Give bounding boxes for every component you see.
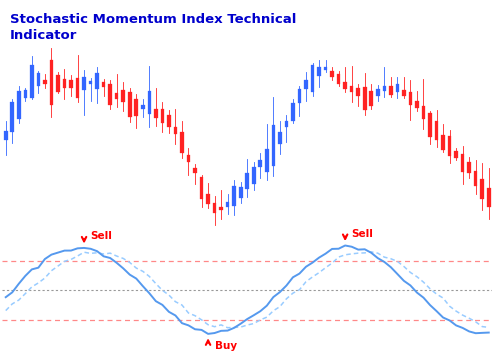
Bar: [115, 93, 118, 99]
Bar: [330, 71, 334, 77]
Bar: [284, 121, 288, 127]
Bar: [89, 81, 92, 84]
Bar: [121, 90, 125, 102]
Bar: [246, 173, 249, 189]
Bar: [102, 82, 106, 87]
Bar: [272, 125, 275, 166]
Bar: [480, 179, 484, 199]
Bar: [108, 84, 112, 105]
Bar: [232, 186, 236, 206]
Bar: [395, 84, 399, 92]
Bar: [128, 92, 132, 117]
Bar: [161, 109, 164, 123]
Bar: [10, 102, 14, 132]
Bar: [226, 202, 229, 207]
Bar: [69, 80, 73, 88]
Bar: [311, 66, 315, 92]
Bar: [76, 78, 79, 98]
Bar: [298, 90, 301, 103]
Bar: [180, 132, 184, 153]
Bar: [441, 135, 445, 150]
Bar: [187, 155, 190, 162]
Bar: [415, 101, 419, 108]
Bar: [356, 88, 360, 96]
Bar: [200, 177, 203, 199]
Bar: [278, 132, 282, 144]
Bar: [17, 91, 21, 119]
Bar: [265, 149, 269, 172]
Bar: [402, 90, 406, 96]
Bar: [239, 187, 243, 198]
Bar: [324, 67, 327, 70]
Bar: [213, 203, 216, 213]
Bar: [304, 80, 308, 89]
Bar: [363, 86, 366, 110]
Bar: [467, 162, 471, 173]
Bar: [36, 73, 40, 86]
Bar: [369, 91, 373, 106]
Bar: [343, 82, 347, 89]
Bar: [258, 161, 262, 167]
Bar: [4, 131, 7, 140]
Bar: [350, 86, 353, 92]
Bar: [474, 171, 478, 186]
Text: Buy: Buy: [214, 341, 237, 351]
Bar: [219, 207, 223, 210]
Bar: [141, 105, 144, 109]
Bar: [206, 194, 210, 203]
Bar: [252, 167, 255, 184]
Bar: [428, 113, 432, 137]
Bar: [147, 91, 151, 114]
Bar: [291, 103, 295, 121]
Bar: [337, 74, 341, 84]
Bar: [82, 77, 86, 90]
Bar: [409, 93, 412, 105]
Bar: [154, 109, 158, 118]
Bar: [461, 154, 464, 172]
Bar: [50, 60, 53, 105]
Bar: [95, 73, 99, 89]
Bar: [448, 136, 452, 156]
Text: Sell: Sell: [352, 229, 374, 239]
Bar: [422, 107, 425, 119]
Bar: [135, 99, 138, 116]
Bar: [487, 188, 491, 207]
Bar: [389, 86, 392, 95]
Bar: [174, 127, 177, 134]
Text: Stochastic Momentum Index Technical
Indicator: Stochastic Momentum Index Technical Indi…: [10, 13, 296, 42]
Bar: [435, 121, 438, 140]
Bar: [376, 89, 380, 96]
Bar: [383, 86, 386, 91]
Bar: [43, 80, 47, 84]
Text: Sell: Sell: [91, 231, 112, 241]
Bar: [56, 75, 60, 91]
Bar: [167, 116, 171, 127]
Bar: [63, 78, 66, 88]
Bar: [24, 90, 27, 98]
Bar: [30, 65, 34, 98]
Bar: [193, 168, 197, 173]
Bar: [317, 67, 321, 76]
Bar: [455, 151, 458, 158]
